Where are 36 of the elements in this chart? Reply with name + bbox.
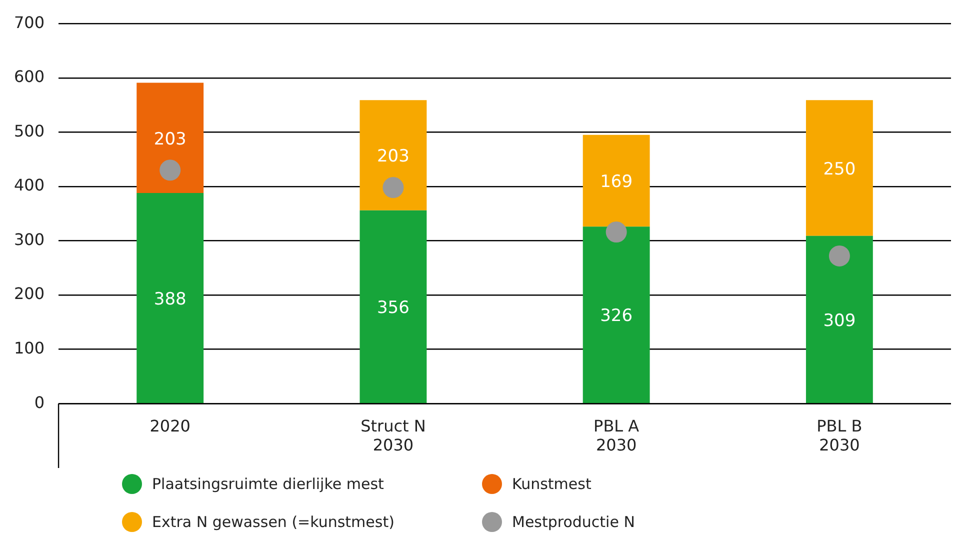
data-label: 203	[154, 129, 186, 150]
data-label: 169	[600, 172, 633, 192]
data-label: 250	[823, 159, 856, 180]
bar	[582, 226, 650, 403]
point	[160, 160, 181, 181]
y-tick-label: 400	[14, 176, 45, 195]
bar	[136, 192, 204, 403]
bar	[136, 82, 204, 193]
x-tick-label: PBL A 2030	[594, 416, 640, 455]
y-tick-label: 300	[14, 230, 45, 249]
y-tick-label: 100	[14, 338, 45, 358]
y-tick-label: 0	[34, 392, 45, 412]
bar	[582, 134, 650, 227]
legend-label: Kunstmest	[512, 475, 592, 493]
y-tick-label: 500	[14, 121, 45, 140]
data-label: 388	[154, 289, 186, 310]
bar	[360, 100, 427, 210]
point	[382, 177, 404, 198]
point	[828, 245, 850, 266]
legend-label: Mestproductie N	[512, 513, 635, 531]
point	[606, 222, 627, 243]
x-tick-label: Struct N 2030	[360, 416, 426, 455]
y-tick-label: 200	[14, 284, 45, 304]
data-label: 326	[600, 306, 633, 326]
bar	[806, 236, 873, 403]
x-tick-label: PBL B 2030	[816, 416, 862, 455]
legend-label: Plaatsingsruimte dierlijke mest	[152, 475, 384, 493]
data-label: 309	[823, 310, 856, 331]
data-label: 356	[376, 298, 410, 318]
x-tick-label: 2020	[150, 416, 190, 436]
bar	[806, 100, 873, 236]
y-tick-label: 600	[14, 67, 45, 86]
data-label: 203	[376, 146, 410, 167]
legend-label: Extra N gewassen (=kunstmest)	[152, 513, 394, 531]
y-tick-label: 700	[14, 12, 45, 32]
bar	[360, 210, 427, 403]
